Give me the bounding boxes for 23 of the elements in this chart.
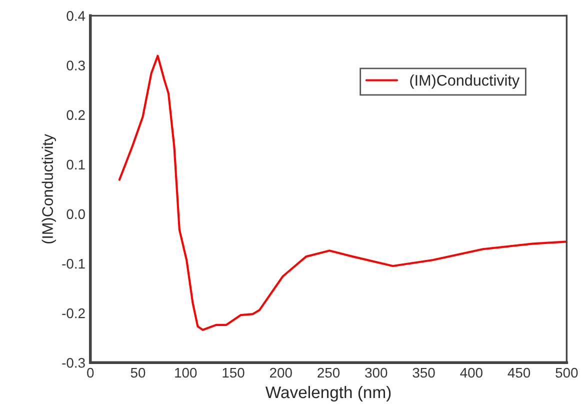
y-tick-label: 0.0: [66, 209, 85, 220]
x-tick-label: 300: [365, 368, 388, 378]
x-tick-label: 50: [130, 368, 146, 378]
y-tick-label: 0.1: [66, 160, 85, 170]
x-tick-label: 400: [460, 368, 482, 378]
y-tick-label: -0.2: [62, 308, 85, 318]
y-tick-label: 0.2: [66, 110, 85, 120]
y-tick-label: 0.4: [66, 11, 86, 21]
x-axis-title: Wavelength (nm): [265, 386, 391, 402]
x-tick-label: 450: [508, 368, 530, 378]
x-tick-label: 500: [556, 368, 578, 378]
y-tick-label: 0.3: [66, 60, 85, 70]
x-tick-label: 150: [222, 368, 244, 378]
x-tick-label: 100: [175, 368, 197, 378]
y-tick-label: -0.1: [62, 258, 85, 269]
y-tick-label: -0.3: [62, 358, 85, 368]
x-tick-label: 0: [87, 368, 94, 378]
line-series: [118, 54, 567, 331]
legend-label: (IM)Conductivity: [410, 74, 520, 89]
y-axis-title: (IM)Conductivity: [42, 134, 56, 244]
x-tick-label: 250: [318, 368, 340, 378]
x-tick-label: 200: [270, 368, 292, 378]
x-tick-label: 350: [412, 368, 435, 378]
